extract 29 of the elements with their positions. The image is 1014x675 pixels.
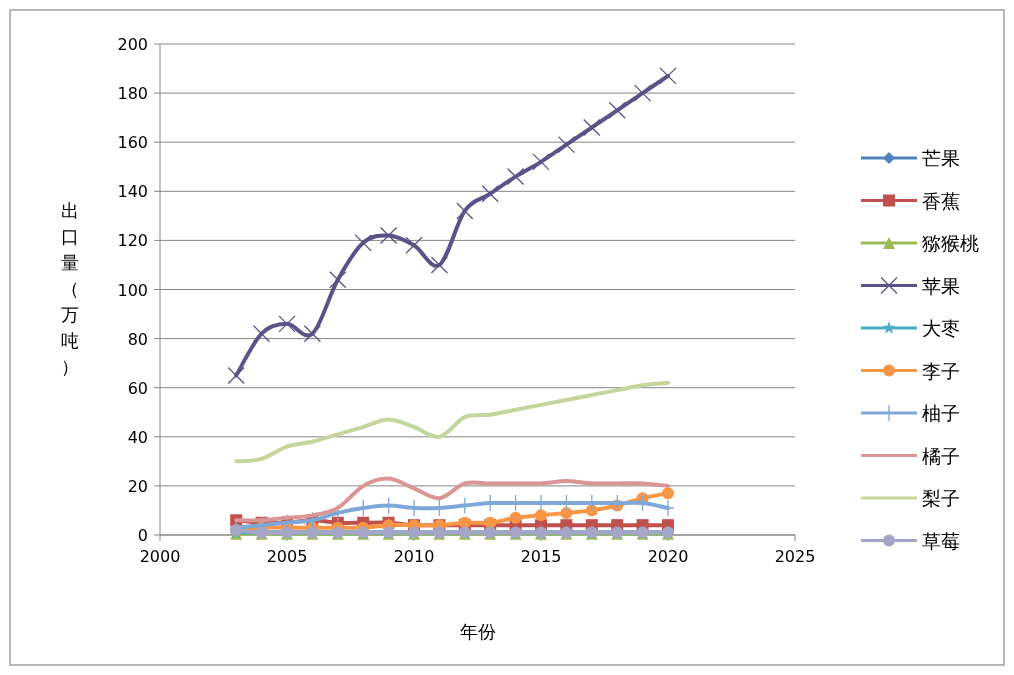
y-tick-label: 100 bbox=[117, 280, 148, 300]
legend-label: 大枣 bbox=[922, 317, 960, 339]
y-tick-label: 0 bbox=[137, 526, 148, 545]
x-axis-title: 年份 bbox=[459, 621, 496, 642]
legend-label: 猕猴桃 bbox=[922, 232, 979, 254]
legend-label: 柚子 bbox=[922, 402, 960, 424]
legend-label: 橘子 bbox=[922, 444, 960, 467]
y-tick-label: 60 bbox=[127, 378, 148, 398]
x-tick-label: 2015 bbox=[520, 547, 562, 566]
x-tick-label: 2020 bbox=[647, 547, 689, 566]
x-tick-label: 2010 bbox=[393, 547, 435, 566]
y-tick-label: 20 bbox=[127, 476, 148, 496]
x-tick-label: 2025 bbox=[774, 547, 816, 566]
y-tick-label: 140 bbox=[117, 182, 148, 202]
y-tick-label: 160 bbox=[117, 133, 148, 153]
y-tick-label: 80 bbox=[127, 329, 148, 349]
legend-label: 李子 bbox=[922, 359, 960, 382]
legend-label: 苹果 bbox=[922, 274, 960, 297]
y-tick-label: 120 bbox=[117, 231, 148, 251]
x-tick-label: 2005 bbox=[266, 547, 308, 566]
y-tick-label: 200 bbox=[117, 35, 148, 54]
y-tick-label: 40 bbox=[127, 427, 148, 447]
legend-label: 梨子 bbox=[922, 487, 960, 509]
y-tick-label: 180 bbox=[117, 84, 148, 104]
legend-label: 香蕉 bbox=[922, 189, 960, 212]
x-tick-label: 2000 bbox=[139, 547, 181, 566]
legend-label: 草莓 bbox=[922, 529, 960, 552]
y-axis-title: 出口量（万吨） bbox=[61, 200, 79, 377]
legend-label: 芒果 bbox=[922, 147, 960, 169]
